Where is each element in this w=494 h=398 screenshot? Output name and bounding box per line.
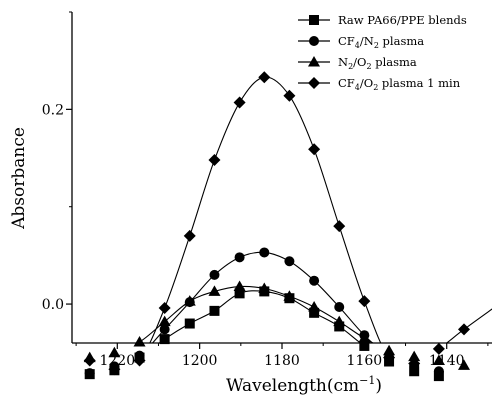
legend-marker xyxy=(308,56,320,67)
legend-marker xyxy=(308,77,320,89)
data-point xyxy=(432,342,445,355)
data-point xyxy=(283,290,296,301)
data-point xyxy=(83,354,96,367)
data-point xyxy=(133,336,146,347)
legend-marker xyxy=(309,36,319,46)
y-axis-title: Absorbance xyxy=(9,127,29,230)
axes-layer: 1220 1200 1180 1160 1140 0.0 0.2 xyxy=(42,11,492,369)
data-point xyxy=(309,275,320,286)
data-point xyxy=(234,288,245,299)
data-point xyxy=(208,153,221,166)
data-point xyxy=(283,89,296,102)
data-point xyxy=(108,363,121,376)
x-tick-label: 1140 xyxy=(429,353,465,369)
series-1 xyxy=(84,286,444,382)
data-point xyxy=(308,143,321,156)
data-point xyxy=(334,301,345,312)
data-point xyxy=(458,323,470,336)
x-tick-label: 1200 xyxy=(182,353,218,369)
x-tick-label: 1160 xyxy=(347,353,383,369)
data-point xyxy=(358,332,371,343)
data-point xyxy=(309,307,320,318)
x-tick-label: 1220 xyxy=(99,353,135,369)
legend-label: CF4/O2 plasma 1 min xyxy=(338,76,461,92)
data-point xyxy=(333,220,346,233)
data-point xyxy=(383,344,396,356)
legend-label: N2/O2 plasma xyxy=(338,55,417,71)
data-point xyxy=(159,324,170,335)
data-point xyxy=(158,315,171,327)
series-4 xyxy=(83,71,492,376)
data-point xyxy=(108,346,121,358)
series-line xyxy=(136,285,374,343)
legend-item: N2/O2 plasma xyxy=(298,55,417,71)
data-point xyxy=(308,300,321,312)
data-point xyxy=(333,315,346,327)
data-point xyxy=(383,351,396,364)
data-point xyxy=(158,301,171,314)
x-axis-title: Wavelength(cm−1) xyxy=(226,374,382,396)
legend-label: Raw PA66/PPE blends xyxy=(338,13,467,27)
legend-item: CF4/O2 plasma 1 min xyxy=(298,76,461,92)
data-point xyxy=(209,305,220,316)
data-point xyxy=(358,295,371,308)
data-point xyxy=(408,350,421,362)
data-point xyxy=(284,256,295,267)
legend: Raw PA66/PPE blends CF4/N2 plasma N2/O2 pl… xyxy=(298,13,467,92)
legend-item: Raw PA66/PPE blends xyxy=(298,13,467,27)
data-point xyxy=(334,321,345,332)
data-point xyxy=(183,295,196,306)
data-point xyxy=(458,359,470,370)
legend-marker xyxy=(309,15,319,25)
y-tick-label: 0.2 xyxy=(42,102,64,118)
data-point xyxy=(184,318,195,329)
data-point xyxy=(234,252,245,263)
legend-item: CF4/N2 plasma xyxy=(298,34,424,50)
data-point xyxy=(209,269,220,280)
data-point xyxy=(258,282,271,293)
data-point xyxy=(408,357,421,370)
y-tick-label: 0.0 xyxy=(42,297,64,313)
series-line xyxy=(149,76,492,343)
data-point xyxy=(183,229,196,242)
data-point xyxy=(433,366,444,377)
data-point xyxy=(233,96,246,109)
data-point xyxy=(259,247,270,258)
data-point xyxy=(233,280,246,292)
series-line xyxy=(158,290,362,343)
data-point xyxy=(84,368,95,379)
data-point xyxy=(258,71,271,84)
plot-layer xyxy=(83,71,492,382)
data-point xyxy=(409,366,420,377)
data-point xyxy=(133,354,146,367)
x-tick-label: 1180 xyxy=(264,353,300,369)
data-point xyxy=(159,334,170,345)
data-point xyxy=(208,285,221,296)
legend-label: CF4/N2 plasma xyxy=(338,34,424,50)
data-point xyxy=(432,354,445,366)
